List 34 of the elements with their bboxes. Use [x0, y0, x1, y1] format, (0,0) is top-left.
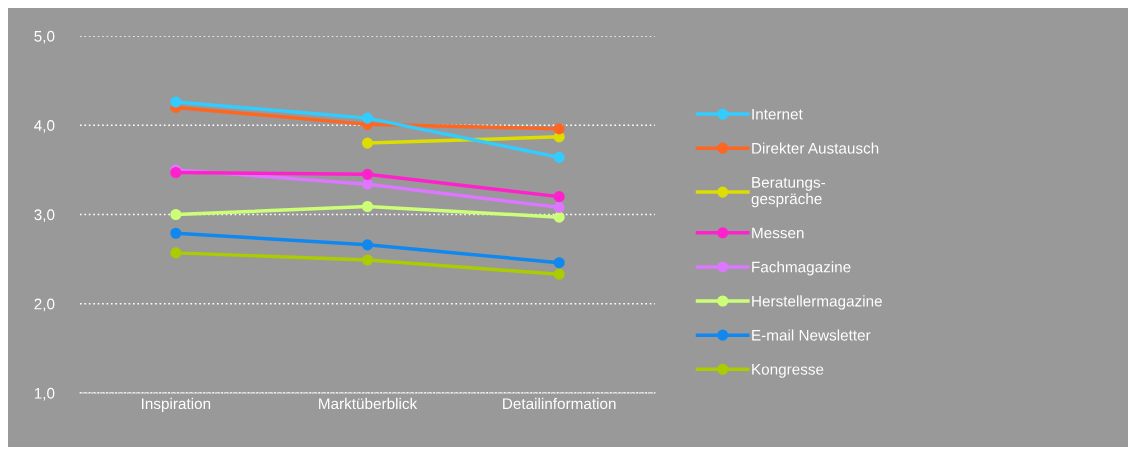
- point: [553, 268, 565, 280]
- point: [553, 123, 565, 135]
- point: [361, 178, 374, 190]
- point: [361, 168, 374, 180]
- x-tick-label: Marktüberblick: [319, 397, 418, 410]
- x-tick-label: Inspiration: [142, 397, 211, 413]
- legend-label: Herstellermagazine: [752, 295, 882, 310]
- legend-label: Messen: [752, 227, 804, 239]
- point: [553, 257, 565, 269]
- point: [170, 208, 182, 221]
- legend-label: Beratungs- gespräche: [751, 177, 826, 208]
- point: [553, 201, 565, 213]
- point: [553, 211, 565, 223]
- point: [170, 227, 182, 239]
- point: [170, 96, 182, 108]
- y-tick-label: 2,0: [34, 298, 55, 312]
- legend-label: Fachmagazine: [752, 261, 851, 276]
- point: [361, 200, 374, 213]
- y-tick-label: 4,0: [34, 120, 55, 133]
- y-tick-label: 5,0: [34, 30, 55, 44]
- point: [361, 112, 374, 124]
- point: [170, 247, 182, 259]
- y-tick-label: 3,0: [34, 209, 55, 222]
- legend-label: Kongresse: [752, 364, 824, 378]
- x-tick-label: Detailinformation: [503, 397, 616, 410]
- point: [553, 191, 565, 203]
- point: [553, 151, 565, 163]
- point: [361, 137, 374, 149]
- legend-label: E-mail Newsletter: [752, 329, 871, 341]
- y-tick-label: 1,0: [34, 387, 55, 401]
- legend-label: Direkter Austausch: [752, 142, 879, 154]
- point: [361, 254, 374, 266]
- point: [361, 239, 374, 251]
- legend-label: Internet: [752, 108, 803, 120]
